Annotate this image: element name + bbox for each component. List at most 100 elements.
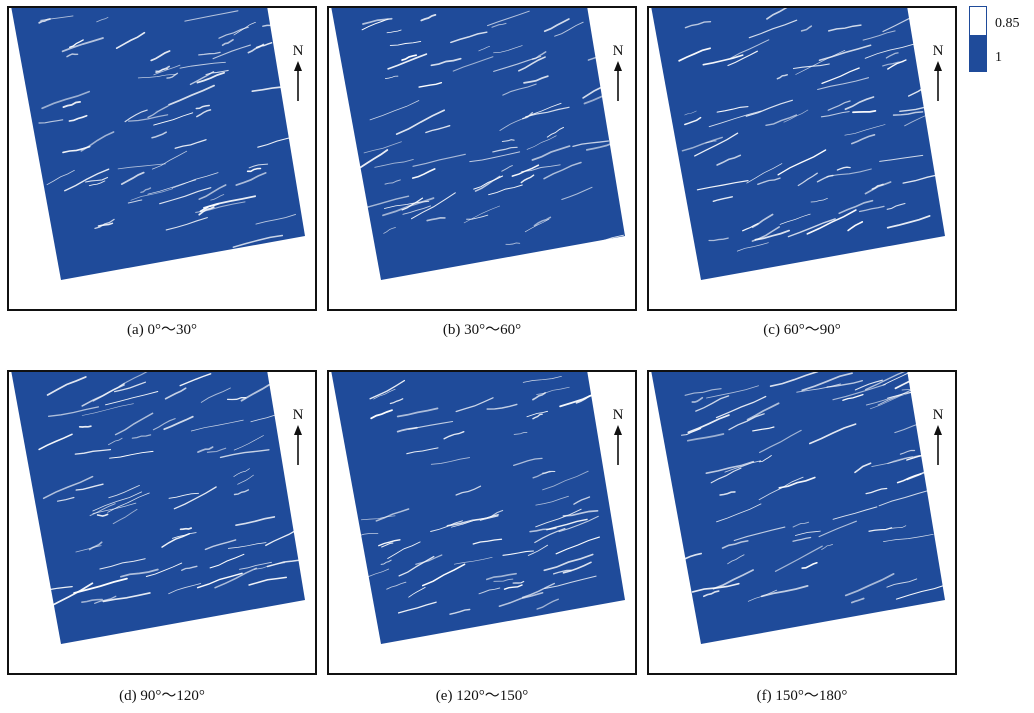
- lineament: [73, 577, 128, 594]
- lineament: [80, 131, 115, 152]
- lineament: [758, 429, 802, 454]
- lineament: [430, 457, 471, 465]
- lineament: [552, 569, 572, 575]
- caption-b: (b) 30°～60°: [442, 322, 522, 338]
- lineament: [759, 455, 772, 463]
- legend: 0.85 1: [969, 6, 1029, 78]
- lineament: [832, 383, 886, 401]
- lineament: [894, 418, 932, 434]
- lineament: [797, 172, 818, 187]
- lineament: [81, 403, 134, 416]
- north-label: N: [292, 43, 304, 59]
- lineament: [198, 51, 221, 56]
- lineament: [227, 542, 267, 549]
- lineament: [88, 541, 103, 551]
- lineament: [578, 234, 624, 247]
- lineament: [161, 532, 191, 548]
- caption-a: (a) 0°～30°: [127, 322, 197, 338]
- study-area: [651, 372, 945, 644]
- lineament: [131, 434, 152, 439]
- lineament: [503, 584, 523, 590]
- lineament: [75, 545, 102, 553]
- lineament: [363, 141, 402, 154]
- lineament: [61, 37, 104, 53]
- arrow-up-icon: [294, 61, 302, 101]
- lineament-traces: [38, 10, 297, 248]
- lineament: [88, 180, 106, 187]
- lineament: [212, 44, 251, 60]
- lineament: [748, 19, 798, 39]
- lineament: [120, 171, 145, 185]
- lineament: [166, 72, 179, 79]
- lineament: [502, 550, 534, 556]
- lineament: [206, 447, 227, 453]
- lineament: [398, 555, 435, 577]
- lineament: [384, 179, 401, 185]
- lineament: [151, 131, 167, 139]
- lineament: [795, 49, 846, 75]
- lineament: [478, 45, 491, 52]
- lineament: [580, 603, 629, 616]
- lineament: [472, 538, 503, 545]
- lineament: [387, 53, 428, 70]
- lineament: [854, 462, 872, 474]
- lineament: [358, 195, 410, 211]
- lineament: [757, 177, 781, 185]
- map-raster-c: [651, 8, 953, 280]
- lineament: [754, 229, 790, 241]
- lineament: [561, 186, 593, 201]
- lineament: [702, 54, 744, 66]
- lineament: [265, 529, 298, 547]
- lineament: [421, 563, 466, 587]
- lineament: [778, 476, 816, 489]
- lineament: [865, 487, 888, 495]
- lineament: [382, 197, 435, 217]
- lineament: [47, 406, 100, 417]
- lineament: [430, 520, 463, 532]
- lineament: [727, 554, 745, 565]
- lineament: [883, 533, 934, 542]
- lineament: [373, 388, 396, 400]
- legend-swatch-low: [969, 36, 987, 72]
- lineament: [38, 119, 64, 124]
- lineament: [153, 64, 181, 76]
- lineament: [150, 50, 171, 62]
- lineament: [501, 165, 513, 172]
- lineament: [486, 403, 518, 410]
- lineament: [62, 101, 81, 108]
- lineament: [478, 587, 501, 595]
- map-raster-f: [651, 372, 953, 644]
- lineament: [536, 598, 559, 610]
- lineament: [209, 553, 245, 569]
- lineament: [894, 372, 932, 390]
- lineament: [195, 104, 210, 110]
- lineament: [488, 184, 523, 196]
- lineament: [536, 386, 570, 395]
- lineament: [386, 29, 402, 34]
- lineament: [198, 184, 227, 200]
- lineament: [708, 237, 729, 242]
- lineament: [572, 140, 610, 148]
- lineament: [895, 583, 948, 600]
- lineament: [92, 502, 137, 514]
- lineament: [864, 181, 892, 195]
- lineament: [882, 8, 934, 33]
- lineament: [40, 15, 74, 21]
- lineament: [46, 169, 75, 186]
- north-label: N: [612, 407, 624, 423]
- lineament: [214, 567, 257, 589]
- lineament: [78, 425, 92, 428]
- lineament: [152, 418, 176, 431]
- lineament-traces: [38, 372, 302, 610]
- lineament: [684, 21, 712, 29]
- lineament: [359, 149, 389, 169]
- lineament: [524, 218, 550, 233]
- lineament: [168, 492, 200, 499]
- lineament: [827, 24, 862, 32]
- lineament: [523, 75, 549, 84]
- lineament: [871, 454, 921, 468]
- lineament: [151, 150, 188, 170]
- lineament: [684, 388, 722, 396]
- lineament: [221, 38, 234, 47]
- lineament: [56, 496, 75, 502]
